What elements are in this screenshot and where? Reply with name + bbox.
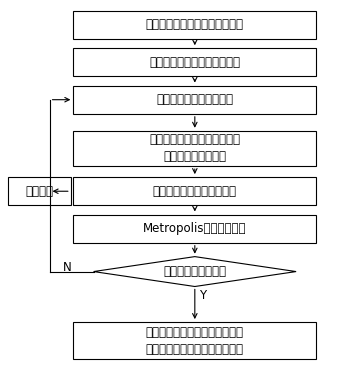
Text: 退温操作: 退温操作	[25, 185, 54, 198]
Text: 基于量子旋转门构建扰动解: 基于量子旋转门构建扰动解	[153, 185, 237, 198]
Text: 待优化参数编码和种群初始化: 待优化参数编码和种群初始化	[149, 56, 240, 69]
Text: 计算染色体适应度函数值: 计算染色体适应度函数值	[156, 93, 233, 106]
Text: Metropolis选择复制进化: Metropolis选择复制进化	[143, 222, 246, 235]
Text: 量子遗传模拟退火算法参数设定: 量子遗传模拟退火算法参数设定	[146, 18, 244, 32]
Bar	[73, 214, 316, 243]
Bar	[73, 11, 316, 39]
Bar	[73, 322, 316, 359]
Text: 获得支持向量机最佳参数和适于
支持向量机建模的最佳特征波长: 获得支持向量机最佳参数和适于 支持向量机建模的最佳特征波长	[146, 326, 244, 356]
Bar	[73, 48, 316, 76]
Text: Y: Y	[199, 289, 206, 302]
Bar	[73, 130, 316, 166]
Bar	[8, 177, 71, 205]
Text: 最优染色体保留、赌轮选择、
量子交叉和量子变异: 最优染色体保留、赌轮选择、 量子交叉和量子变异	[149, 133, 240, 163]
Text: 满足算法终止条件？: 满足算法终止条件？	[163, 265, 226, 278]
Polygon shape	[94, 256, 296, 286]
Text: N: N	[63, 261, 72, 274]
Bar	[73, 86, 316, 114]
Bar	[73, 177, 316, 205]
